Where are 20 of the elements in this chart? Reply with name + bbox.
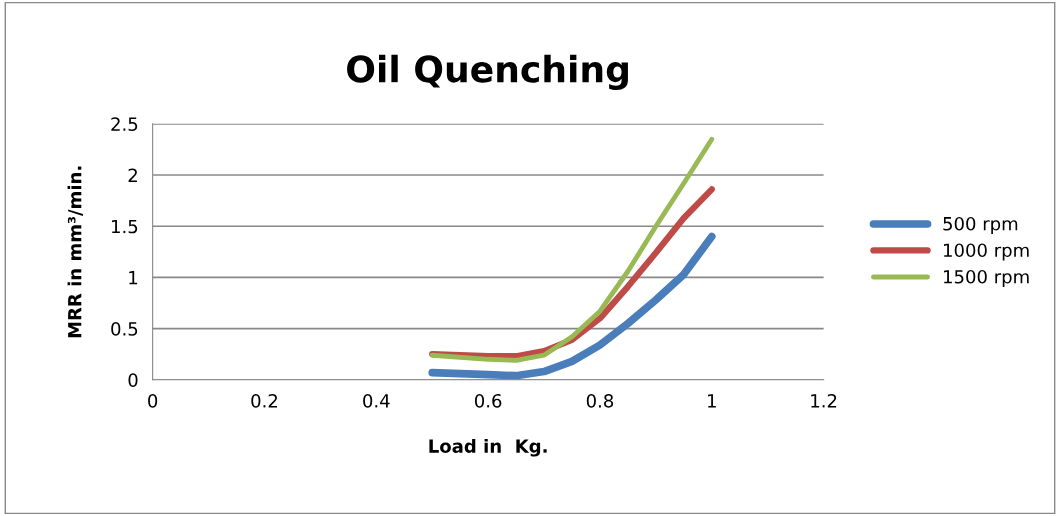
x-tick-label: 0.6 <box>474 393 502 408</box>
y-tick-label: 0.5 <box>111 322 138 336</box>
line-series <box>429 136 715 363</box>
y-tick-label: 1.5 <box>112 219 138 234</box>
x-tick-label: 0.4 <box>363 393 390 408</box>
legend-label: 500 rpm <box>943 216 1018 235</box>
y-tick-label: 1 <box>129 271 138 285</box>
legend-label: 1500 rpm <box>944 269 1029 288</box>
x-axis-title: Load in Kg. <box>429 438 547 457</box>
y-tick-label: 2 <box>128 168 137 182</box>
legend-label: 1000 rpm <box>944 243 1029 261</box>
x-tick-label: 1 <box>708 394 716 408</box>
x-tick-label: 0 <box>148 393 158 408</box>
chart-title: Oil Quenching <box>347 54 628 90</box>
y-tick-label: 2.5 <box>111 117 138 131</box>
x-tick-label: 0.8 <box>586 393 614 408</box>
x-tick-label: 0.2 <box>251 393 278 408</box>
y-axis-title: MRR in mm³/min. <box>67 166 83 338</box>
x-tick-label: 1.2 <box>811 393 837 408</box>
y-tick-label: 0 <box>128 373 138 387</box>
